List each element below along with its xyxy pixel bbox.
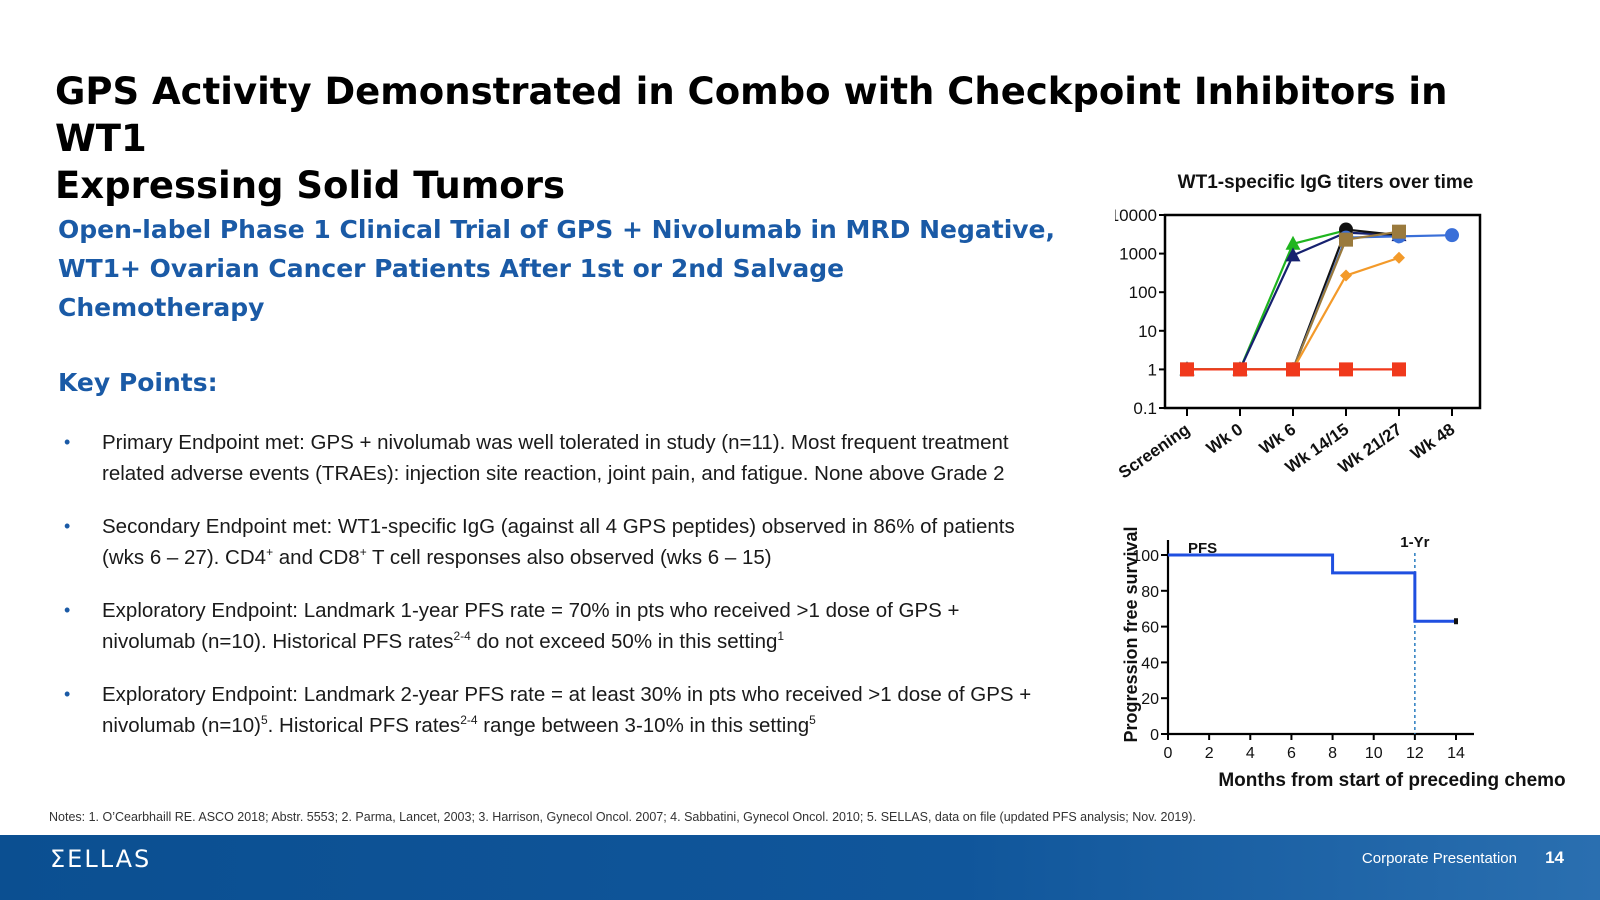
data-point	[1340, 269, 1352, 282]
bullet-text: nivolumab (n=10)	[102, 714, 261, 737]
x-tick-label: Wk 6	[1256, 420, 1299, 458]
y-tick-label: 1	[1148, 360, 1157, 379]
series	[1180, 362, 1406, 377]
data-point	[1286, 362, 1300, 377]
data-point	[1233, 362, 1247, 377]
bullet-text: do not exceed 50% in this setting	[470, 630, 778, 653]
chart-title: WT1-specific IgG titers over time	[1178, 172, 1474, 193]
superscript: 2-4	[453, 629, 471, 644]
data-point	[1339, 232, 1353, 247]
y-axis-label: Progression free survival	[1121, 526, 1141, 742]
x-axis-label: Months from start of preceding chemo	[1218, 770, 1565, 791]
key-points-heading: Key Points:	[58, 368, 218, 397]
series	[1179, 222, 1354, 376]
sellas-logo: ΣELLAS	[50, 845, 152, 873]
page-number: 14	[1545, 848, 1564, 867]
title-line-1: GPS Activity Demonstrated in Combo with …	[55, 70, 1448, 160]
reference-line-label: 1-Yr	[1400, 534, 1429, 551]
y-tick-label: 60	[1141, 620, 1159, 637]
series-line	[1187, 256, 1400, 371]
series-label: PFS	[1188, 540, 1217, 557]
censor-mark	[1454, 618, 1458, 625]
footnotes: Notes: 1. O’Cearbhaill RE. ASCO 2018; Ab…	[49, 810, 1196, 824]
x-tick-label: 14	[1447, 745, 1465, 762]
y-tick-label: 100	[1129, 283, 1157, 302]
bullet-text: nivolumab (n=10). Historical PFS rates	[102, 630, 454, 653]
x-tick-label: 8	[1328, 745, 1337, 762]
bullet-text: T cell responses also observed (wks 6 – …	[366, 546, 772, 569]
superscript: +	[359, 545, 367, 560]
bullet-text: and CD8	[273, 546, 360, 569]
x-tick-label: 2	[1205, 745, 1214, 762]
y-tick-label: 0.1	[1133, 399, 1157, 418]
data-point	[1392, 362, 1406, 377]
pfs-curve	[1168, 553, 1456, 623]
x-tick-label: Wk 48	[1407, 420, 1458, 464]
bullet-exploratory-1yr: • Exploratory Endpoint: Landmark 1-year …	[58, 595, 1108, 657]
data-point	[1339, 362, 1353, 377]
bullet-exploratory-2yr: • Exploratory Endpoint: Landmark 2-year …	[58, 679, 1108, 741]
bullet-secondary-endpoint: • Secondary Endpoint met: WT1-specific I…	[58, 511, 1108, 573]
superscript: +	[266, 545, 274, 560]
y-tick-label: 80	[1141, 584, 1159, 601]
superscript: 1	[777, 629, 785, 644]
series	[1181, 251, 1405, 376]
y-tick-label: 100	[1132, 548, 1159, 565]
bullet-text: Primary Endpoint met: GPS + nivolumab wa…	[102, 431, 1009, 454]
data-point	[1393, 251, 1405, 264]
bullet-marker: •	[64, 516, 71, 536]
key-points-list: • Primary Endpoint met: GPS + nivolumab …	[58, 427, 1108, 763]
y-tick-label: 0	[1150, 727, 1159, 744]
bullet-marker: •	[64, 600, 71, 620]
bullet-marker: •	[64, 432, 71, 452]
x-tick-label: Screening	[1115, 420, 1193, 483]
y-tick-label: 40	[1141, 655, 1159, 672]
x-tick-label: Wk 0	[1203, 420, 1246, 458]
bullet-text: Exploratory Endpoint: Landmark 1-year PF…	[102, 599, 960, 622]
x-tick-label: 0	[1164, 745, 1173, 762]
bullet-text: . Historical PFS rates	[267, 714, 461, 737]
y-tick-label: 1000	[1119, 245, 1157, 264]
igg-titer-chart: WT1-specific IgG titers over time 0.1 1 10 1…	[1115, 172, 1482, 483]
subtitle-line-2: WT1+ Ovarian Cancer Patients After 1st o…	[58, 254, 845, 322]
bullet-text: range between 3-10% in this setting	[477, 714, 810, 737]
footer-bar: ΣELLAS Corporate Presentation 14	[0, 835, 1600, 900]
superscript: 2-4	[460, 713, 478, 728]
plot-frame	[1163, 213, 1482, 410]
data-point	[1445, 228, 1459, 243]
subtitle-line-1: Open-label Phase 1 Clinical Trial of GPS…	[58, 215, 1056, 244]
trial-subtitle: Open-label Phase 1 Clinical Trial of GPS…	[58, 210, 1058, 327]
bullet-primary-endpoint: • Primary Endpoint met: GPS + nivolumab …	[58, 427, 1108, 489]
title-line-2: Expressing Solid Tumors	[55, 164, 565, 207]
superscript: 5	[260, 713, 268, 728]
slide-title: GPS Activity Demonstrated in Combo with …	[55, 68, 1535, 209]
bullet-marker: •	[64, 684, 71, 704]
data-point	[1285, 247, 1301, 262]
bullet-text: (wks 6 – 27). CD4	[102, 546, 267, 569]
bullet-text: Exploratory Endpoint: Landmark 2-year PF…	[102, 683, 1032, 706]
y-tick-label: 20	[1141, 691, 1159, 708]
y-tick-label: 10	[1138, 322, 1157, 341]
bullet-text: Secondary Endpoint met: WT1-specific IgG…	[102, 515, 1015, 538]
pfs-chart: 0 20 40 60 80 100 0 2 4 6 8 10 12 14 Progression free …	[1121, 526, 1566, 791]
superscript: 5	[809, 713, 816, 728]
data-point	[1180, 362, 1194, 377]
footer-label: Corporate Presentation	[1361, 850, 1517, 867]
x-tick-label: 12	[1406, 745, 1424, 762]
x-tick-label: 10	[1365, 745, 1383, 762]
bullet-text: related adverse events (TRAEs): injectio…	[102, 462, 1005, 485]
x-tick-label: 4	[1246, 745, 1255, 762]
x-tick-label: 6	[1287, 745, 1296, 762]
data-point	[1392, 224, 1406, 239]
data-point	[1285, 235, 1301, 250]
